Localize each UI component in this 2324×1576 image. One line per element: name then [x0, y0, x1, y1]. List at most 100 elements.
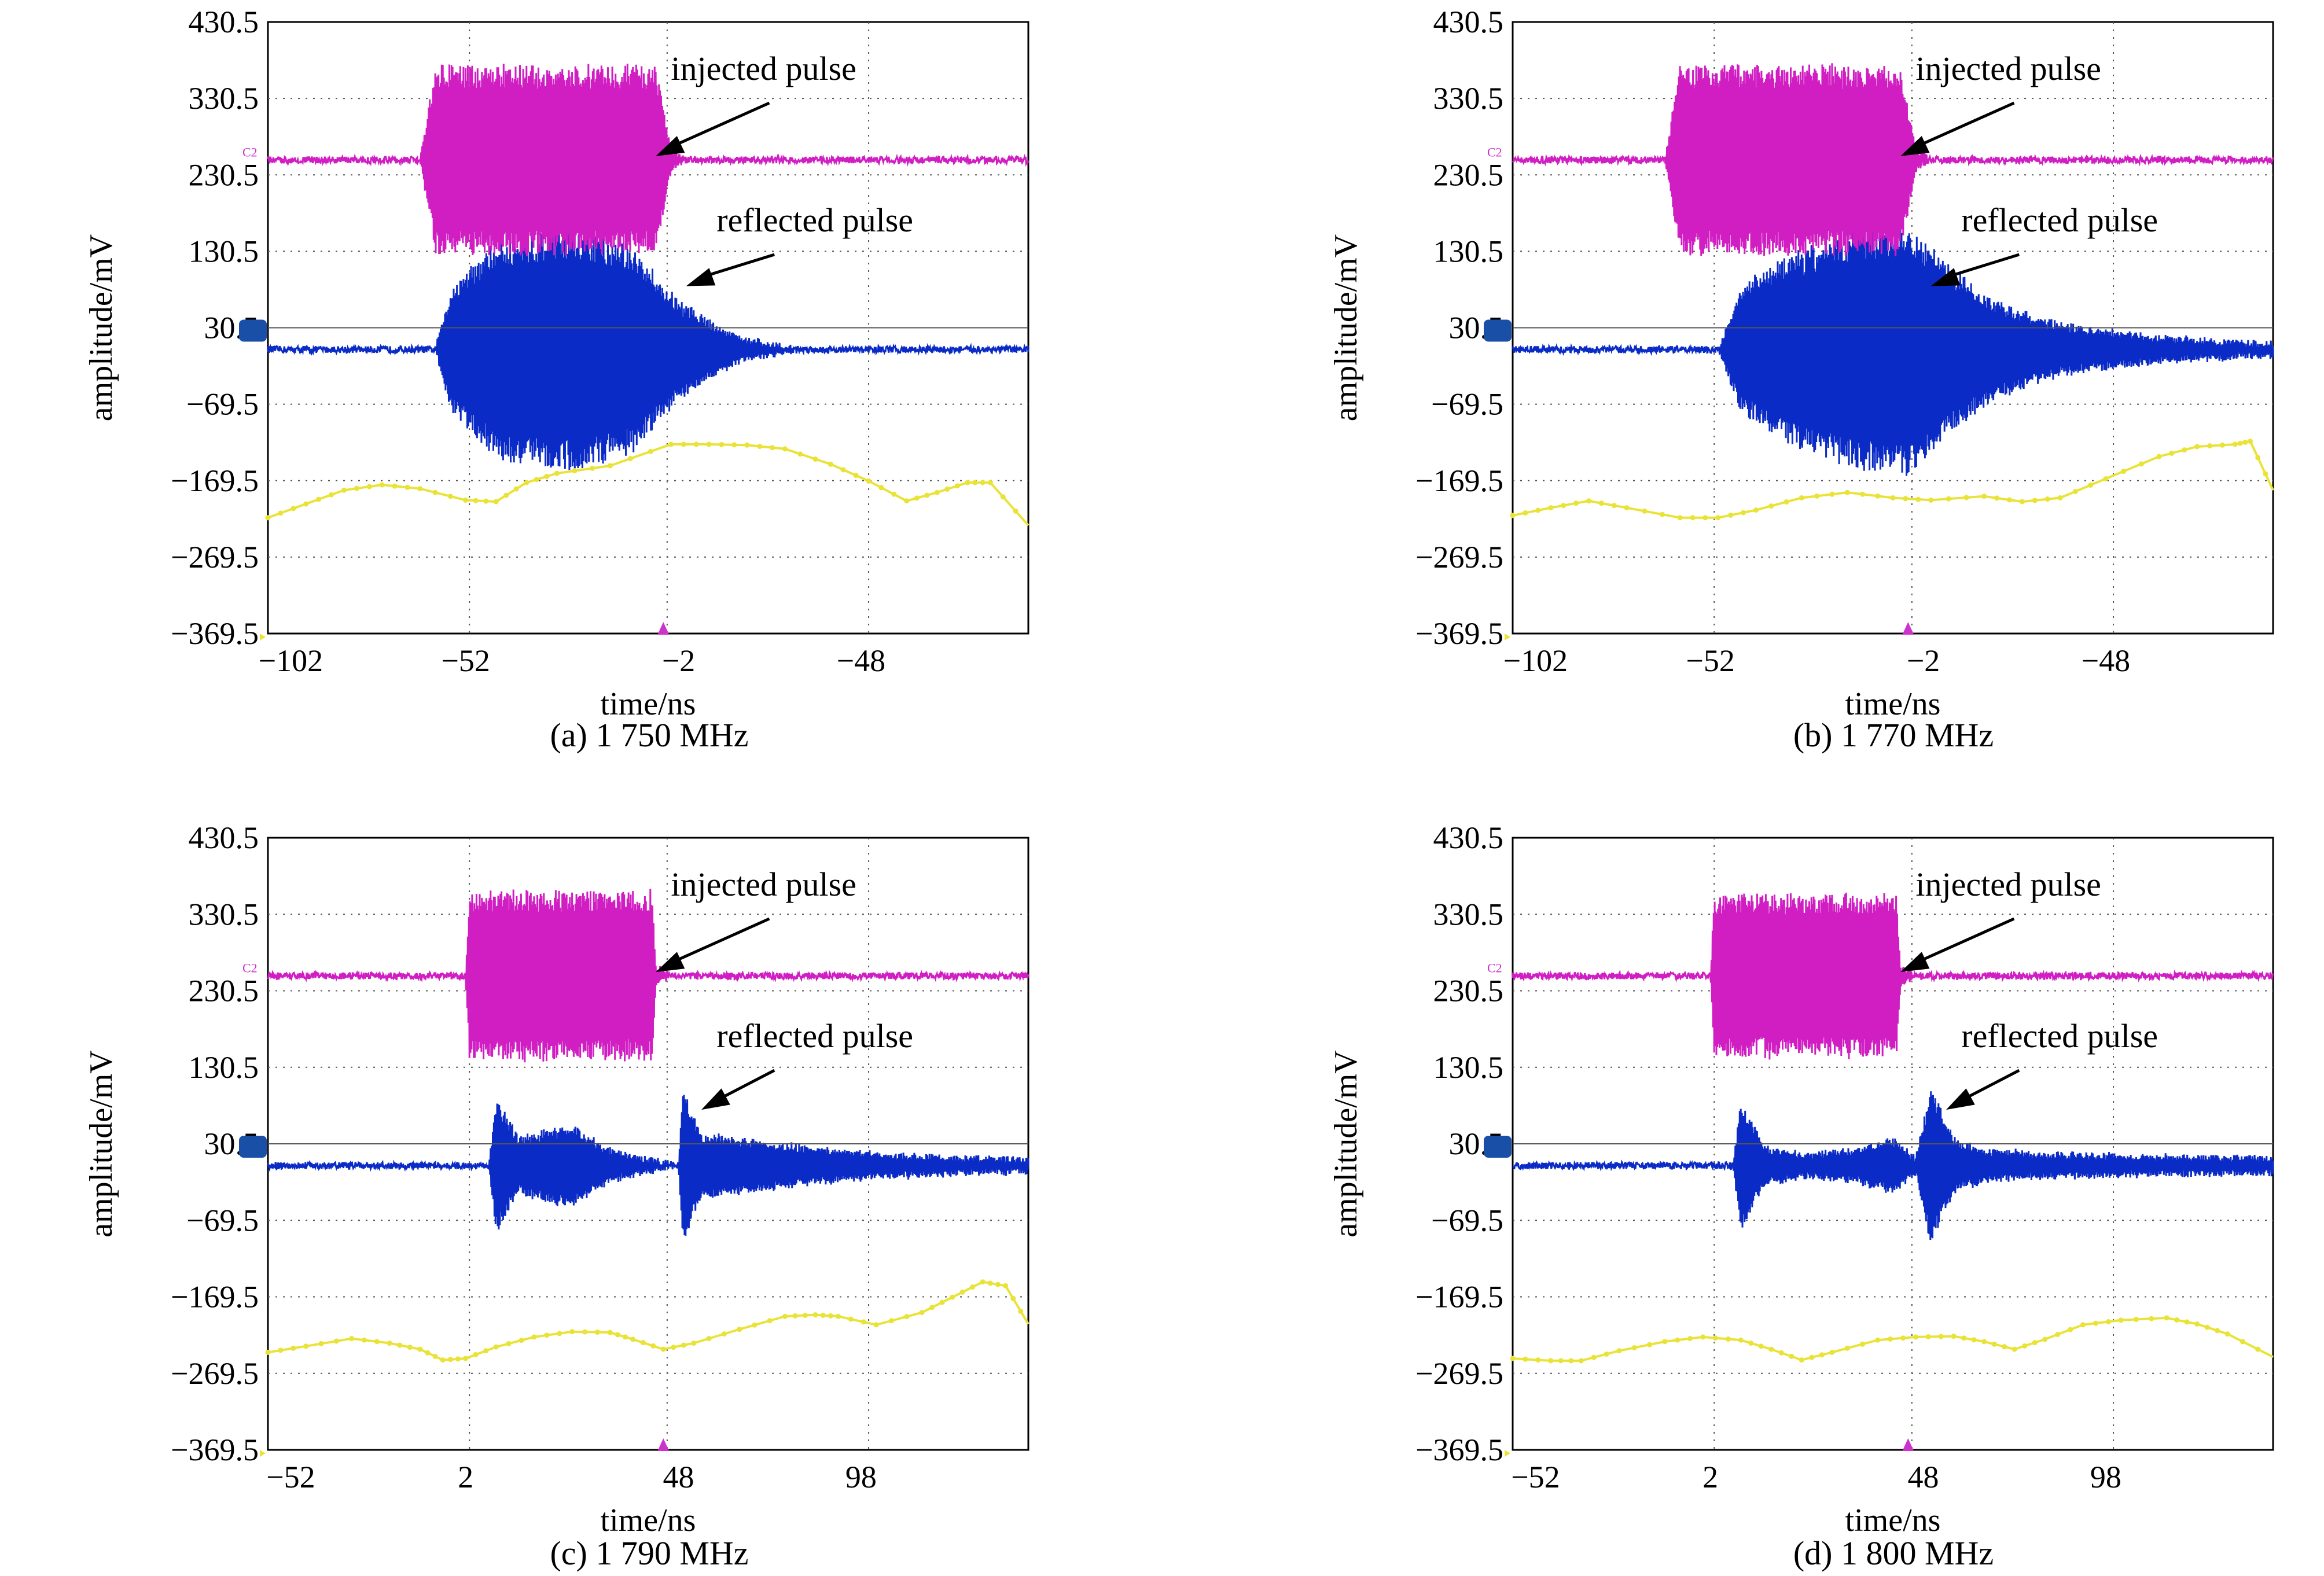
reference-trace-dot [1758, 1343, 1764, 1349]
trigger-marker [657, 622, 670, 635]
annotation-arrow-line [668, 101, 770, 150]
reference-trace-dot [797, 451, 803, 457]
reference-trace-dot [1768, 1346, 1774, 1352]
panel-caption: (d) 1 800 MHz [1793, 1534, 1994, 1572]
y-tick-label: −269.5 [171, 540, 259, 575]
reference-trace-dot [2237, 440, 2243, 446]
reference-trace-dot [569, 1329, 575, 1335]
panel-caption: (b) 1 770 MHz [1793, 716, 1994, 754]
y-tick-label: −169.5 [1415, 1280, 1503, 1314]
y-tick-label: −69.5 [186, 1203, 259, 1238]
reference-trace-dot [397, 1342, 403, 1348]
reference-trace-dot [737, 1327, 742, 1332]
reference-trace-dot [1591, 1354, 1597, 1360]
reference-trace-dot [554, 470, 560, 476]
reference-trace-dot [1523, 1356, 1528, 1362]
reference-trace-dot [757, 444, 763, 450]
reference-trace-dot [650, 1343, 656, 1349]
reference-trace-dot [2204, 1324, 2210, 1330]
reference-trace-dot [1844, 489, 1850, 495]
annotation-arrow-head [1946, 1088, 1975, 1110]
reference-trace-dot [627, 456, 633, 462]
reference-trace-dot [1844, 1345, 1850, 1351]
chart-panel-2: 430.5330.5230.5130.530.5−69.5−169.5−269.… [1328, 5, 2274, 754]
reference-trace-dot [1578, 1358, 1584, 1364]
reference-trace-dot [866, 478, 872, 484]
y-axis-label: amplitude/mV [83, 1050, 119, 1238]
reference-trace-dot [278, 510, 284, 516]
reference-trace-dot [2255, 455, 2261, 461]
reference-trace-dot [524, 480, 529, 485]
reference-trace-dot [594, 1330, 600, 1335]
reference-trace-dot [2032, 498, 2038, 503]
reference-trace-dot [1829, 1349, 1835, 1355]
annotation-arrow-line [668, 917, 770, 966]
reference-trace-dot [1799, 1357, 1804, 1363]
reference-trace-dot [519, 1338, 524, 1343]
x-tick-label: −52 [1686, 643, 1734, 678]
reference-trace-dot [1994, 495, 2000, 501]
reference-trace-dot [660, 1346, 666, 1352]
reference-trace-dot [836, 1313, 841, 1319]
reference-trace-dot [572, 468, 578, 474]
reflected-signal-trace [1512, 227, 2274, 476]
reflected-signal-trace [1512, 1091, 2274, 1240]
reference-trace-dot [812, 1312, 818, 1318]
reference-trace-dot [1548, 505, 1554, 511]
reference-trace-dot [316, 496, 322, 502]
channel-1-marker [1484, 319, 1512, 342]
reference-trace-dot [1753, 507, 1759, 513]
reference-trace-dot [1715, 515, 1721, 521]
x-tick-label: −48 [2082, 643, 2130, 678]
reference-trace-dot [2088, 482, 2094, 488]
annotation-injected-pulse: injected pulse [671, 50, 856, 87]
annotation-arrow-line [1913, 917, 2015, 966]
reference-trace-dot [828, 461, 833, 467]
reference-trace-dot [965, 480, 970, 485]
reference-trace-dot [803, 1312, 808, 1318]
channel-2-marker: C2 [1487, 961, 1502, 975]
reference-trace-dot [1642, 508, 1648, 514]
reference-trace-dot [671, 1345, 676, 1350]
y-axis-label: amplitude/mV [1328, 234, 1364, 422]
reference-trace-dot [1687, 1336, 1693, 1342]
y-tick-label: 430.5 [189, 5, 259, 39]
reference-trace-dot [1819, 1352, 1825, 1358]
reference-trace-dot [463, 497, 469, 503]
reference-trace-dot [303, 1343, 309, 1349]
reference-trace-dot [2248, 439, 2253, 444]
reference-trace-dot [2174, 1317, 2180, 1323]
reference-marker [1505, 1450, 1510, 1457]
y-tick-label: −69.5 [1431, 1203, 1503, 1238]
reference-trace-dot [417, 1346, 423, 1352]
reference-trace-dot [333, 1338, 339, 1344]
reference-trace-dot [2219, 442, 2225, 448]
reference-trace-dot [544, 473, 550, 479]
x-tick-label: −2 [662, 643, 695, 678]
reference-trace-dot [1900, 1335, 1906, 1341]
reference-trace-dot [366, 484, 372, 489]
y-tick-label: 130.5 [189, 234, 259, 268]
y-tick-label: −269.5 [171, 1356, 259, 1391]
reference-trace-dot [1624, 505, 1630, 511]
annotation-arrow-head [701, 1088, 730, 1110]
reference-trace-dot [2194, 444, 2200, 450]
reference-trace-dot [1928, 497, 1934, 503]
reference-trace-dot [681, 1342, 686, 1348]
reference-trace-dot [1859, 1341, 1865, 1347]
reference-trace [1512, 1316, 2274, 1362]
reference-trace-dot [939, 1299, 945, 1305]
reference-trace-dot [506, 1341, 512, 1346]
y-tick-label: 330.5 [189, 81, 259, 116]
annotation-arrow-line [1943, 253, 2020, 279]
y-tick-label: 330.5 [1433, 81, 1504, 116]
annotation-reflected-pulse: reflected pulse [1961, 201, 2158, 239]
x-axis-label: time/ns [1845, 1503, 1941, 1538]
reference-trace-dot [2055, 1332, 2061, 1338]
reference-trace-dot [1523, 510, 1528, 515]
reference-trace-dot [483, 1348, 489, 1354]
reference-trace-dot [405, 484, 410, 490]
reference-trace-dot [1738, 1337, 1744, 1343]
reference-trace-dot [1915, 496, 1921, 502]
annotation-arrow-head [1900, 136, 1930, 156]
